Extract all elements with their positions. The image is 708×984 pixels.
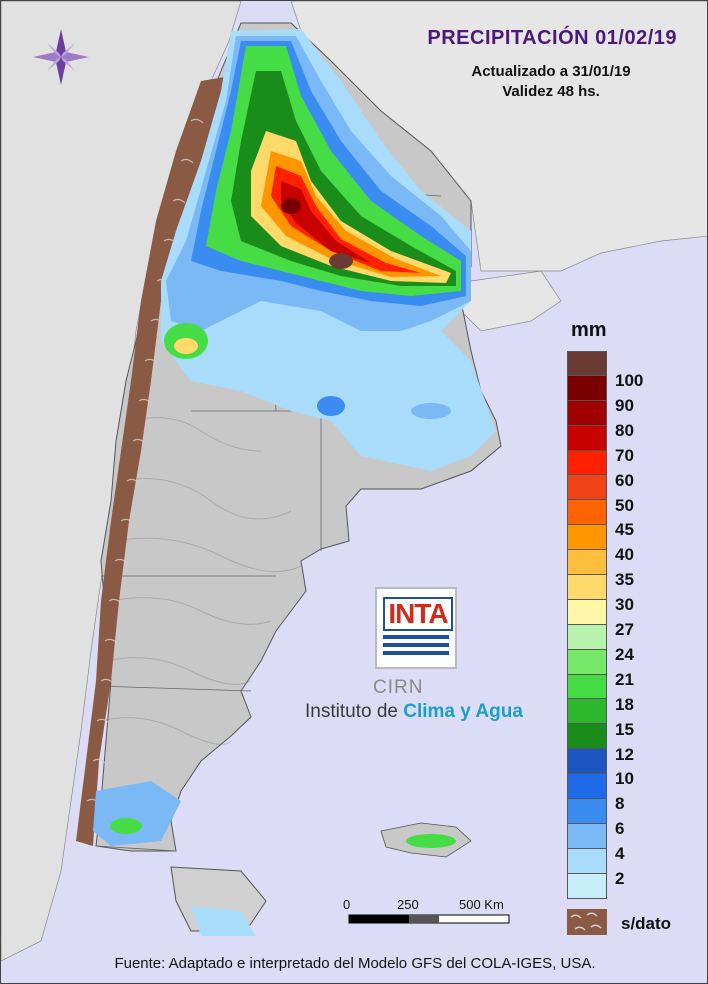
precipitation-field <box>93 29 496 936</box>
legend-swatch <box>567 649 607 675</box>
no-data-label: s/dato <box>621 914 672 933</box>
inta-logo-text: INTA <box>383 597 453 631</box>
legend-label: 80 <box>615 420 634 440</box>
no-data-strip <box>76 76 231 846</box>
compass-rose-icon <box>33 29 89 85</box>
inta-logo: INTA <box>375 587 457 669</box>
legend-label: 21 <box>615 669 634 689</box>
legend-label: 27 <box>615 620 634 639</box>
legend-swatch <box>567 848 607 874</box>
updated-label: Actualizado a 31/01/19 <box>471 63 631 80</box>
legend-swatch <box>567 550 607 576</box>
legend-swatch <box>567 599 607 625</box>
legend-swatch <box>567 400 607 426</box>
legend-label: 100 <box>615 371 644 390</box>
legend-label: 70 <box>615 445 634 465</box>
legend-swatch <box>567 425 607 451</box>
legend-swatch <box>567 351 607 376</box>
legend-swatch <box>567 624 607 650</box>
legend-color-bar <box>567 351 607 899</box>
legend-label: 40 <box>615 545 634 565</box>
legend-label: 8 <box>615 794 625 814</box>
legend-label: 50 <box>615 495 634 515</box>
no-data-swatch <box>567 909 607 935</box>
legend-swatch <box>567 749 607 775</box>
neighbor-land-uruguay <box>460 270 562 332</box>
legend-unit: mm <box>571 319 607 341</box>
validity-label: Validez 48 hs. <box>502 83 600 100</box>
scale-label-0: 0 <box>343 897 351 912</box>
legend-swatch <box>567 699 607 725</box>
legend-swatch <box>567 774 607 800</box>
scale-label-250: 250 <box>397 897 419 912</box>
legend-label: 30 <box>615 595 634 615</box>
institute-prefix: Instituto de <box>305 701 398 722</box>
institute-highlight: Clima y Agua <box>403 701 523 722</box>
legend-label: 18 <box>615 694 634 714</box>
legend-swatch <box>567 500 607 526</box>
cirn-label: CIRN <box>373 677 424 698</box>
map-title: PRECIPITACIÓN 01/02/19 <box>427 27 677 49</box>
legend-swatch <box>567 375 607 401</box>
scale-bar <box>348 914 510 924</box>
legend-label: 90 <box>615 395 634 415</box>
legend-swatch <box>567 724 607 750</box>
legend-swatch <box>567 450 607 476</box>
scale-label-500: 500 Km <box>459 897 504 912</box>
legend-label: 6 <box>615 819 625 839</box>
legend-label: 10 <box>615 769 634 789</box>
legend-label: 35 <box>615 570 634 590</box>
legend-swatch <box>567 475 607 501</box>
legend-swatch <box>567 525 607 551</box>
legend-label: 4 <box>615 844 625 864</box>
legend-swatch <box>567 823 607 849</box>
legend-label: 12 <box>615 744 634 764</box>
source-footer: Fuente: Adaptado e interpretado del Mode… <box>114 955 596 972</box>
legend-label: 24 <box>615 644 634 664</box>
legend-swatch <box>567 575 607 600</box>
legend-label: 15 <box>615 719 634 739</box>
legend-swatch <box>567 873 607 899</box>
legend-label: 45 <box>615 520 634 540</box>
legend-swatch <box>567 799 607 824</box>
legend-label: 60 <box>615 470 634 490</box>
institute-name: Instituto de Clima y Agua <box>305 701 523 723</box>
legend-swatch <box>567 674 607 700</box>
legend-label: 2 <box>615 869 625 888</box>
